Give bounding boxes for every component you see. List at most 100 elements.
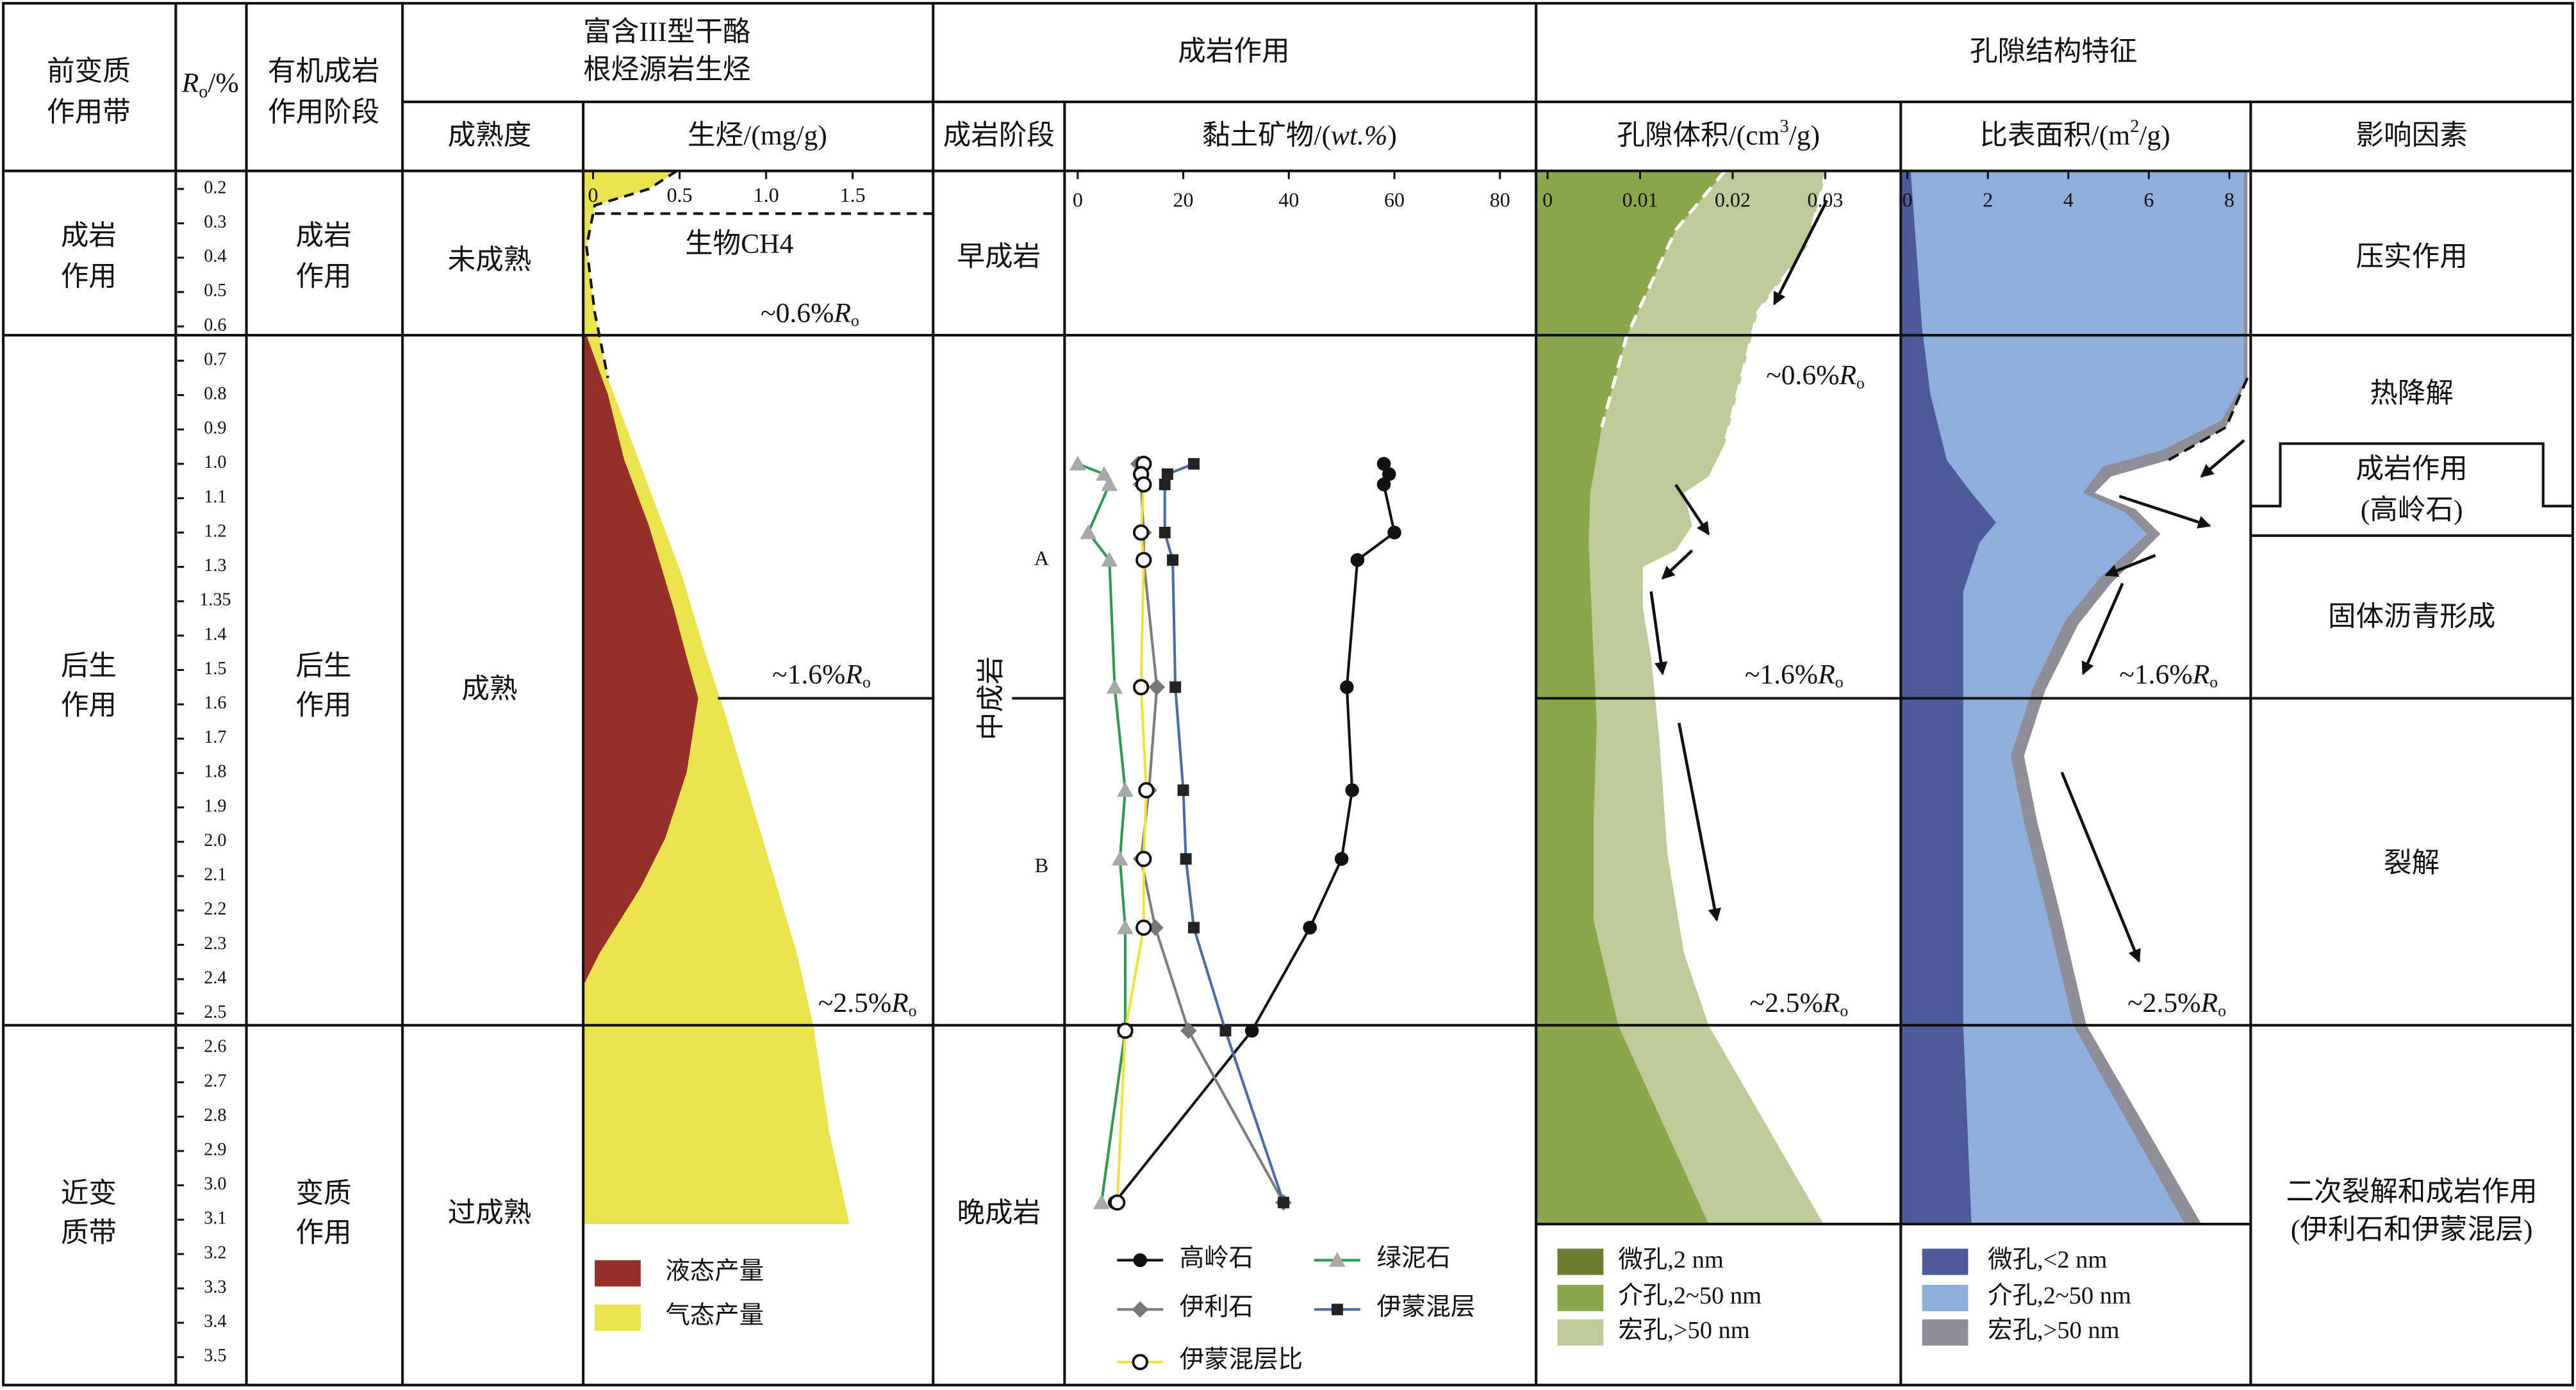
ro-tick-label: 0.8 [204, 384, 226, 404]
ann-var: R [891, 988, 909, 1018]
marker [1135, 552, 1152, 568]
header: 富含III型干酪 [583, 17, 750, 47]
header: 前变质 [47, 56, 131, 87]
meso-surface [1901, 170, 2245, 1225]
factor: 热降解 [2370, 378, 2454, 409]
x-tick-label: 20 [1173, 188, 1194, 211]
arrow [2104, 554, 2156, 577]
ro-tick-label: 3.2 [204, 1243, 226, 1262]
ann-prefix: ~1.6% [772, 659, 845, 690]
x-tick-label: 0.03 [1807, 188, 1843, 211]
liquid-area [583, 335, 698, 986]
arrow [2200, 439, 2245, 478]
legend-swatch [1557, 1284, 1604, 1311]
legend-label: 介孔,2~50 nm [1988, 1282, 2131, 1309]
marker [1345, 783, 1359, 797]
ro-tick-label: 0.5 [204, 281, 226, 301]
arrow [2081, 583, 2124, 675]
legend-swatch [1922, 1248, 1969, 1275]
diag-stage: 早成岩 [957, 242, 1041, 272]
ro-tick-label: 2.8 [204, 1105, 226, 1125]
marker [1117, 919, 1134, 934]
marker [1167, 554, 1179, 566]
zone: 作用 [61, 261, 117, 292]
header: 成岩阶段 [943, 120, 1055, 151]
header: 孔隙结构特征 [1970, 37, 2137, 67]
legend-marker [1132, 1353, 1148, 1371]
ann-prefix: ~2.5% [818, 988, 891, 1018]
ro-tick-label: 1.0 [204, 452, 226, 472]
ro-tick-label: 1.35 [199, 590, 231, 610]
stage: 作用 [295, 1218, 351, 1248]
marker [1132, 679, 1150, 695]
series [1109, 456, 1155, 1211]
ro-tick-label: 0.2 [204, 178, 226, 197]
ann-sub: o [1856, 374, 1865, 392]
header: 根烃源岩生烃 [583, 54, 750, 85]
ro-tick-label: 1.7 [204, 727, 226, 747]
series-line [1137, 463, 1285, 1204]
series-line [1113, 463, 1396, 1204]
legend-label: 气态产量 [665, 1302, 764, 1329]
ro-annotation: ~1.6%Ro [1745, 659, 1844, 691]
dash [1723, 170, 1829, 444]
ann-sub: o [909, 1001, 917, 1020]
marker [1340, 680, 1354, 695]
x-tick-label: 0.01 [1622, 188, 1658, 211]
legend-swatch [1922, 1319, 1969, 1346]
legend-label: 液态产量 [665, 1257, 764, 1285]
legend-marker [1132, 1301, 1149, 1318]
stage: 作用 [295, 261, 351, 292]
header: 有机成岩 [268, 56, 379, 87]
stage: 变质 [295, 1178, 351, 1209]
ann-sub: o [1840, 1001, 1848, 1020]
header: 影响因素 [2356, 120, 2467, 151]
x-tick-label: 2 [1983, 188, 1993, 211]
legend-label: 宏孔,>50 nm [1618, 1316, 1749, 1344]
series-line [1163, 462, 1285, 1204]
marker [1093, 1194, 1110, 1209]
legend-label: 微孔,<2 nm [1988, 1246, 2107, 1273]
ro-tick-label: 3.4 [204, 1312, 226, 1332]
ro-tick-label: 1.6 [204, 693, 226, 713]
ro-tick-label: 3.1 [204, 1209, 226, 1229]
marker [1111, 850, 1128, 866]
ro-annotation: ~2.5%Ro [1749, 988, 1848, 1020]
diag-stage: 晚成岩 [957, 1198, 1041, 1229]
legend-marker [1329, 1252, 1346, 1267]
ro-tick-label: 2.1 [204, 865, 226, 885]
marker [1219, 1025, 1232, 1037]
marker [1117, 1022, 1134, 1039]
row-labels: 成岩 作用 后生 作用 近变 质带 成岩 作用 后生 作用 变质 作用 未成熟 … [61, 220, 2538, 1248]
arrow [2118, 495, 2211, 529]
marker [1148, 679, 1166, 696]
ro-tick-label: 1.3 [204, 556, 226, 575]
ro-tick-label: 2.3 [204, 934, 226, 954]
ann-var: R [845, 659, 863, 690]
legend-swatch [595, 1260, 641, 1287]
legend-label: 介孔,2~50 nm [1618, 1282, 1762, 1309]
marker [1132, 524, 1150, 541]
ro-tick-label: 0.4 [204, 247, 226, 267]
legend-label: 伊蒙混层 [1376, 1294, 1475, 1321]
ro-tick-label: 2.9 [204, 1139, 226, 1159]
legend-label: 伊蒙混层比 [1180, 1346, 1303, 1373]
legend-label: 宏孔,>50 nm [1988, 1316, 2119, 1344]
marker [1303, 920, 1317, 935]
ro-tick-label: 0.3 [204, 212, 226, 232]
header: 比表面积/(m2/g) [1979, 117, 2170, 151]
maturity: 成熟 [461, 674, 517, 704]
sub-stage: B [1035, 854, 1048, 877]
maturity: 未成熟 [448, 245, 532, 276]
ro-annotation: ~2.5%Ro [818, 988, 917, 1020]
ro-annotation: ~1.6%Ro [772, 659, 871, 691]
marker [1188, 458, 1200, 470]
ro-annotation: ~2.5%Ro [2127, 988, 2226, 1020]
marker [1109, 1194, 1126, 1211]
ro-tick-label: 1.4 [204, 624, 226, 644]
header: Ro/% [181, 67, 239, 102]
ro-tick-label: 1.1 [204, 487, 226, 507]
panel-shapes [583, 169, 2249, 1225]
marker [1278, 1196, 1290, 1209]
